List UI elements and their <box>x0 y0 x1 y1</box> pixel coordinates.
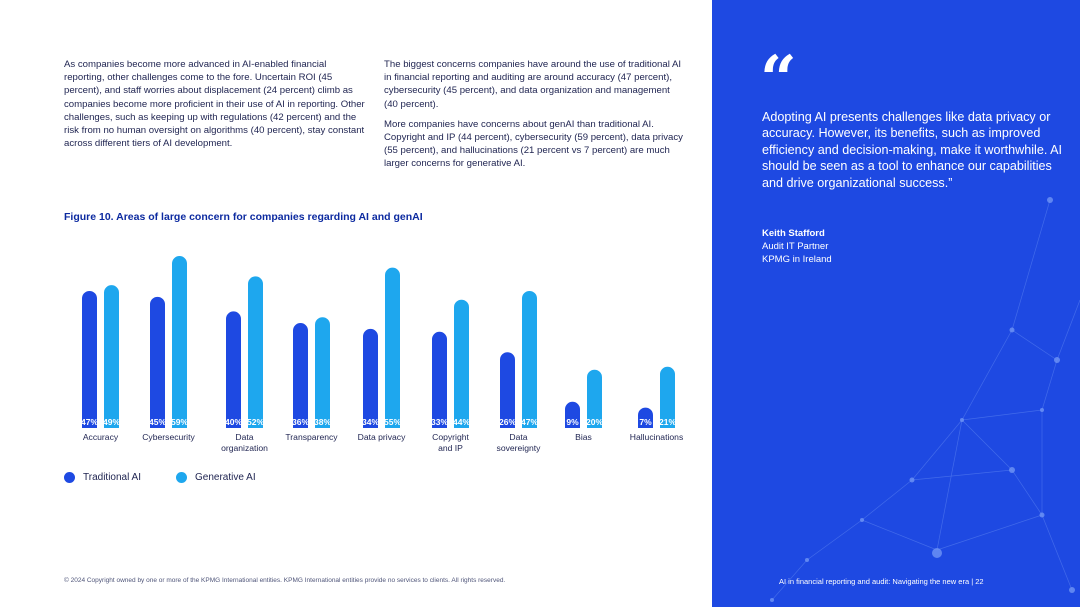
legend-item-traditional: Traditional AI <box>64 472 141 483</box>
body-paragraph: As companies become more advanced in AI-… <box>64 59 365 150</box>
body-column-2: The biggest concerns companies have arou… <box>384 58 684 178</box>
quote-author-role: Audit IT Partner <box>762 241 829 252</box>
bar-traditional <box>226 311 241 428</box>
bar-traditional <box>500 352 515 428</box>
category-label: Cybersecurity <box>142 432 195 442</box>
category-label: and IP <box>438 443 463 453</box>
legend-swatch-generative <box>176 472 187 483</box>
bar-traditional <box>432 331 447 428</box>
bar-group: 9% 20% Bias <box>565 369 603 442</box>
data-label: 34% <box>362 417 379 427</box>
category-label: Data <box>509 432 527 442</box>
category-label: sovereignty <box>497 443 542 453</box>
bar-generative <box>587 369 602 428</box>
bar-traditional <box>565 401 580 428</box>
bar-group: 47% 49% Accuracy <box>81 285 120 442</box>
quote-text: Adopting AI presents challenges like dat… <box>762 110 1063 190</box>
bar-traditional <box>82 290 97 428</box>
data-label: 47% <box>521 417 538 427</box>
data-label: 40% <box>225 417 242 427</box>
legend-label: Generative AI <box>195 472 256 483</box>
data-label: 55% <box>384 417 401 427</box>
network-background-decoration <box>770 197 1080 602</box>
data-label: 49% <box>103 417 120 427</box>
bar-generative <box>315 317 330 428</box>
body-paragraph: The biggest concerns companies have arou… <box>384 59 682 110</box>
category-label: Accuracy <box>83 432 119 442</box>
bar-group: 36% 38% Transparency <box>285 317 338 442</box>
quote-author-org: KPMG in Ireland <box>762 254 832 265</box>
page-footer: AI in financial reporting and audit: Nav… <box>779 577 984 586</box>
category-label: Transparency <box>285 432 338 442</box>
bar-generative <box>104 285 119 428</box>
category-label: Bias <box>575 432 592 442</box>
data-label: 7% <box>639 417 652 427</box>
data-label: 52% <box>247 417 264 427</box>
category-label: Data <box>235 432 253 442</box>
quote-author-name: Keith Stafford <box>762 228 825 239</box>
legend-item-generative: Generative AI <box>176 472 256 483</box>
data-label: 26% <box>499 417 516 427</box>
category-label: Hallucinations <box>630 432 684 442</box>
bar-group: 34% 55% Data privacy <box>358 267 406 442</box>
bar-traditional <box>293 323 308 428</box>
bar-generative <box>454 299 469 428</box>
quote-mark-icon: “ <box>760 42 797 117</box>
category-label: Copyright <box>432 432 469 442</box>
data-label: 44% <box>453 417 470 427</box>
category-label: organization <box>221 443 268 453</box>
data-label: 59% <box>171 417 188 427</box>
legend-swatch-traditional <box>64 472 75 483</box>
body-paragraph: More companies have concerns about genAI… <box>384 118 683 170</box>
bar-group: 45% 59% Cybersecurity <box>142 256 195 442</box>
data-label: 38% <box>314 417 331 427</box>
bar-traditional <box>638 407 653 428</box>
copyright-footer: © 2024 Copyright owned by one or more of… <box>64 577 506 584</box>
bar-generative <box>522 290 537 428</box>
data-label: 9% <box>566 417 579 427</box>
bar-generative <box>248 276 263 428</box>
legend-label: Traditional AI <box>83 472 141 483</box>
bar-generative <box>385 267 400 428</box>
data-label: 21% <box>659 417 676 427</box>
bar-traditional <box>363 328 378 428</box>
bar-chart: 47% 49% Accuracy 45% 59% Cybersecurity 40% 52% D… <box>81 256 684 453</box>
body-column-1: As companies become more advanced in AI-… <box>64 58 369 157</box>
category-label: Data privacy <box>358 432 406 442</box>
figure-title: Figure 10. Areas of large concern for co… <box>64 211 423 223</box>
content-panel: As companies become more advanced in AI-… <box>64 58 684 584</box>
bar-generative <box>660 366 675 428</box>
data-label: 47% <box>81 417 98 427</box>
data-label: 33% <box>431 417 448 427</box>
data-label: 45% <box>149 417 166 427</box>
data-label: 20% <box>586 417 603 427</box>
bar-generative <box>172 256 187 428</box>
bar-group: 7% 21% Hallucinations <box>630 366 684 442</box>
quote-panel: “ Adopting AI presents challenges like d… <box>712 0 1080 607</box>
bar-traditional <box>150 296 165 428</box>
data-label: 36% <box>292 417 309 427</box>
